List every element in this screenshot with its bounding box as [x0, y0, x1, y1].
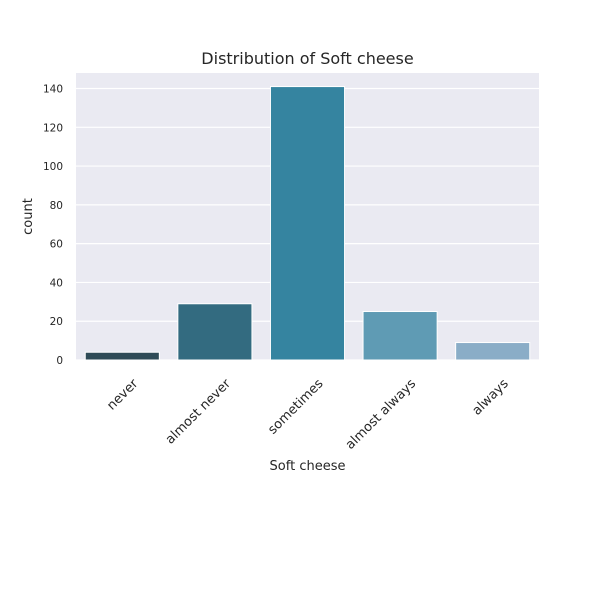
- x-tick-label: always: [470, 376, 512, 418]
- y-axis-label: count: [21, 198, 36, 235]
- y-tick-labels: 0 20 40 60 80 100 120 140: [43, 84, 63, 367]
- y-tick-label: 100: [43, 161, 63, 173]
- bars: [84, 86, 531, 361]
- x-tick-label: never: [104, 376, 141, 413]
- x-axis-label: Soft cheese: [270, 459, 346, 474]
- y-tick-label: 120: [43, 122, 63, 134]
- x-tick-label: almost always: [343, 376, 419, 452]
- bar-sometimes: [269, 86, 346, 361]
- bar-almost-never: [177, 303, 253, 361]
- y-tick-label: 40: [50, 277, 63, 289]
- y-tick-label: 140: [43, 84, 63, 96]
- y-tick-label: 60: [50, 239, 63, 251]
- y-tick-label: 80: [50, 200, 63, 212]
- x-tick-label: almost never: [163, 376, 235, 448]
- bar-never: [84, 351, 160, 361]
- y-tick-label: 0: [56, 355, 63, 367]
- y-tick-label: 20: [50, 316, 63, 328]
- x-tick-label: sometimes: [265, 376, 326, 437]
- chart-title: Distribution of Soft cheese: [201, 49, 413, 68]
- x-tick-labels: never almost never sometimes almost always a…: [104, 376, 512, 453]
- bar-almost-always: [362, 311, 438, 361]
- bar-always: [455, 342, 531, 361]
